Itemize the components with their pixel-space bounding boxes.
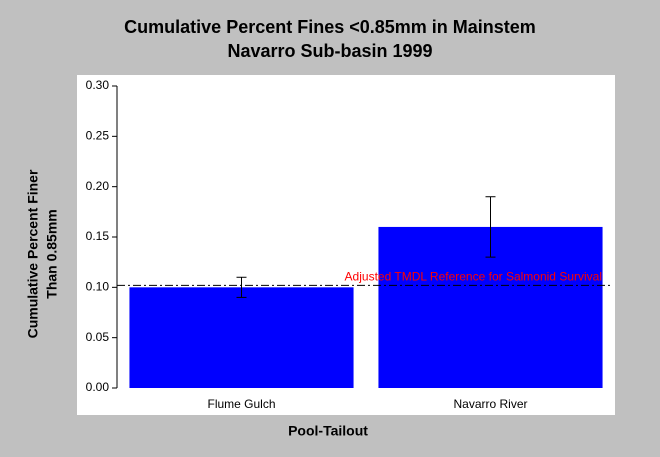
bar (129, 287, 354, 388)
y-tick-label: 0.10 (86, 280, 110, 294)
y-axis-label: Cumulative Percent Finer (25, 169, 41, 338)
error-bar (236, 276, 247, 298)
y-tick-label: 0.15 (86, 229, 110, 243)
y-tick-label: 0.20 (86, 179, 110, 193)
reference-label: Adjusted TMDL Reference for Salmonid Sur… (345, 269, 602, 283)
y-tick-label: 0.05 (86, 330, 110, 344)
chart-title: Cumulative Percent Fines <0.85mm in Main… (124, 17, 536, 37)
y-axis-label: Than 0.85mm (44, 209, 60, 298)
x-axis-label: Pool-Tailout (288, 423, 368, 439)
error-bar (485, 196, 496, 258)
x-tick-label: Flume Gulch (207, 397, 275, 411)
y-tick-label: 0.30 (86, 78, 110, 92)
y-tick-label: 0.25 (86, 129, 110, 143)
chart-subtitle: Navarro Sub-basin 1999 (227, 41, 432, 61)
x-tick-label: Navarro River (453, 397, 527, 411)
y-tick-label: 0.00 (86, 380, 110, 394)
